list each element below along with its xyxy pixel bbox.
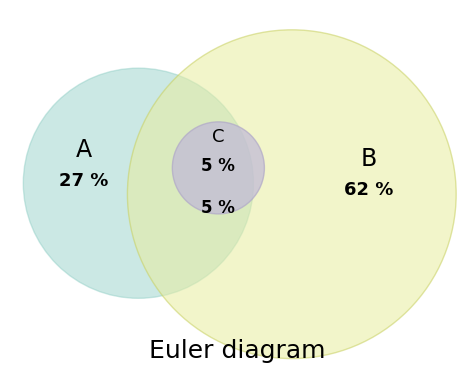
Text: B: B <box>360 147 377 171</box>
Text: 5 %: 5 % <box>201 199 235 217</box>
Text: 5 %: 5 % <box>201 157 235 175</box>
Circle shape <box>23 68 254 298</box>
Circle shape <box>173 122 264 214</box>
Text: Euler diagram: Euler diagram <box>149 339 325 363</box>
Text: 27 %: 27 % <box>59 172 108 190</box>
Circle shape <box>128 30 456 359</box>
Text: C: C <box>212 128 225 146</box>
Text: 62 %: 62 % <box>344 181 393 199</box>
Text: A: A <box>75 138 91 162</box>
